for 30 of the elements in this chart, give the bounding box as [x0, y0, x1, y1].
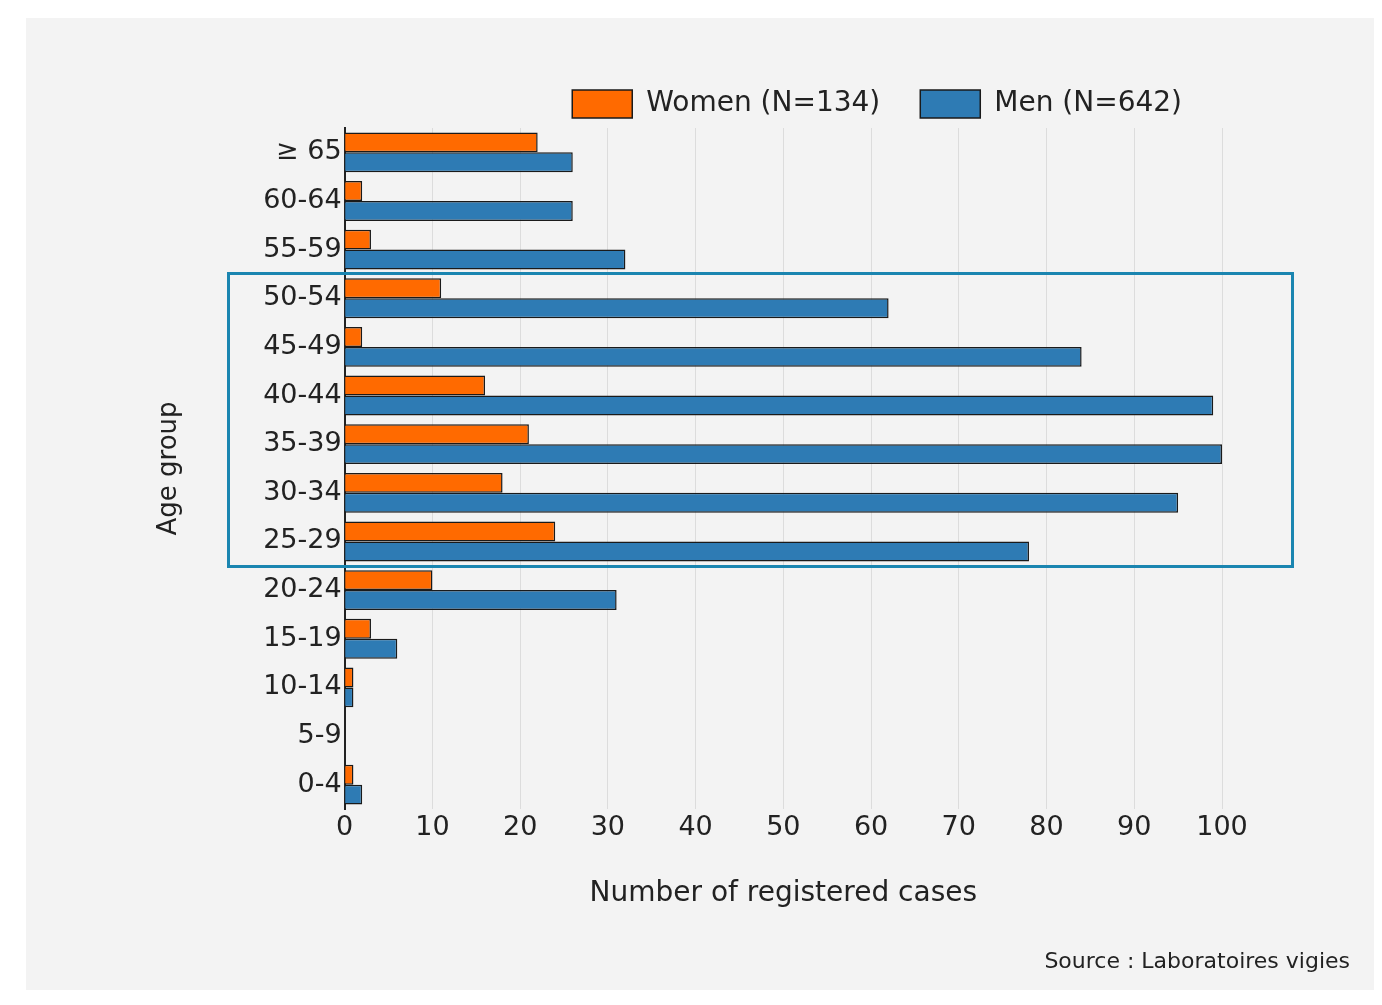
y-tick-label: 0-4: [297, 766, 342, 798]
x-tick-label: 80: [1029, 810, 1064, 842]
legend-label: Women (N=134): [646, 85, 881, 119]
x-axis-title: Number of registered cases: [589, 875, 978, 909]
x-tick-label: 40: [678, 810, 713, 842]
x-tick-label: 30: [590, 810, 626, 842]
y-tick-label: ≥ 65: [276, 134, 342, 166]
x-tick-label: 20: [502, 810, 538, 842]
x-tick-label: 0: [336, 810, 354, 842]
y-tick-label: 35-39: [263, 426, 342, 458]
y-tick-label: 30-34: [263, 474, 342, 506]
y-tick-label: 15-19: [263, 620, 342, 652]
y-tick-label: 45-49: [263, 328, 342, 360]
y-axis-title: Age group: [152, 401, 183, 536]
y-tick-label: 55-59: [263, 231, 342, 263]
y-tick-label: 40-44: [263, 377, 342, 409]
y-tick-label: 10-14: [263, 669, 342, 701]
x-tick-label: 60: [853, 810, 889, 842]
y-tick-label: 20-24: [263, 572, 342, 604]
legend-label: Men (N=642): [994, 85, 1183, 119]
x-tick-label: 70: [941, 810, 976, 842]
source-note: Source : Laboratoires vigies: [1044, 947, 1350, 973]
y-tick-label: 50-54: [263, 280, 342, 312]
x-tick-label: 10: [415, 810, 450, 842]
x-tick-label: 90: [1117, 810, 1152, 842]
y-tick-label: 60-64: [263, 182, 342, 214]
y-tick-label: 25-29: [263, 523, 342, 555]
y-tick-label: 5-9: [297, 718, 342, 750]
x-tick-label: 50: [766, 810, 801, 842]
x-tick-label: 100: [1196, 810, 1248, 842]
